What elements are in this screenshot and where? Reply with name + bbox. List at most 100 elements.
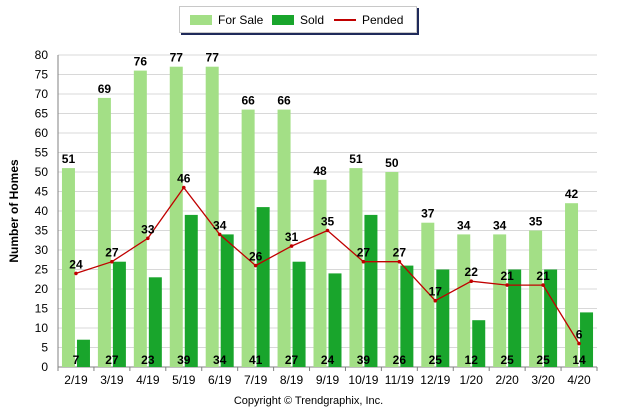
bar-sold-9-19 — [328, 273, 342, 367]
pended-point-4-19 — [146, 236, 150, 241]
x-tick-label-12-19: 12/19 — [420, 373, 450, 387]
bar-for-sale-12-19 — [421, 222, 435, 367]
bar-sold-6-19 — [220, 234, 234, 367]
x-tick-label-9-19: 9/19 — [316, 373, 340, 387]
label-pended-6-19: 34 — [213, 218, 227, 232]
label-pended-1-20: 22 — [465, 265, 479, 279]
y-tick-label-50: 50 — [35, 165, 49, 179]
bar-for-sale-11-19 — [385, 172, 399, 367]
pended-point-3-20 — [541, 283, 545, 287]
bar-sold-4-20 — [580, 312, 594, 367]
label-pended-9-19: 35 — [321, 215, 335, 229]
legend-item-sold: Sold — [272, 7, 324, 32]
label-sold-1-20: 12 — [465, 353, 479, 367]
y-tick-label-40: 40 — [35, 204, 49, 218]
label-for-sale-7-19: 66 — [241, 94, 255, 108]
label-pended-4-19: 33 — [141, 222, 155, 236]
pended-point-9-19 — [325, 228, 330, 233]
bar-sold-7-19 — [256, 207, 270, 367]
pended-point-1-20 — [469, 279, 474, 284]
y-tick-label-75: 75 — [35, 68, 49, 82]
bar-for-sale-1-20 — [457, 234, 471, 367]
y-tick-label-10: 10 — [35, 321, 49, 335]
bar-sold-5-19 — [184, 214, 198, 367]
label-for-sale-2-19: 51 — [62, 152, 76, 166]
legend: For Sale Sold Pended — [179, 6, 417, 33]
label-for-sale-3-19: 69 — [98, 82, 112, 96]
legend-item-for-sale: For Sale — [190, 7, 263, 32]
y-tick-label-30: 30 — [35, 243, 49, 257]
pended-point-2-20 — [505, 283, 509, 287]
label-sold-2-19: 7 — [73, 353, 80, 367]
label-pended-7-19: 26 — [249, 250, 263, 264]
label-sold-6-19: 34 — [213, 353, 227, 367]
pended-point-3-19 — [110, 259, 114, 264]
bar-sold-2-20 — [508, 269, 522, 367]
label-pended-10-19: 27 — [357, 246, 371, 260]
label-pended-5-19: 46 — [177, 172, 191, 186]
bar-sold-8-19 — [292, 261, 306, 367]
x-tick-label-3-20: 3/20 — [531, 373, 555, 387]
bar-sold-4-19 — [148, 277, 162, 367]
bar-sold-3-19 — [112, 261, 126, 367]
label-sold-5-19: 39 — [177, 353, 191, 367]
y-tick-label-55: 55 — [35, 146, 49, 160]
y-tick-label-5: 5 — [41, 341, 48, 355]
bar-for-sale-6-19 — [205, 66, 219, 367]
pended-point-5-19 — [181, 185, 186, 190]
label-for-sale-8-19: 66 — [277, 94, 291, 108]
label-for-sale-4-19: 76 — [134, 55, 148, 69]
bar-sold-12-19 — [436, 269, 450, 367]
label-for-sale-4-20: 42 — [565, 187, 579, 201]
label-pended-3-19: 27 — [105, 246, 119, 260]
legend-swatch-for-sale — [190, 14, 212, 25]
label-sold-9-19: 24 — [321, 353, 335, 367]
x-tick-label-10-19: 10/19 — [348, 373, 378, 387]
bar-for-sale-2-19 — [61, 168, 75, 367]
x-tick-label-4-20: 4/20 — [567, 373, 591, 387]
pended-point-4-20 — [577, 341, 581, 346]
y-tick-label-0: 0 — [41, 360, 48, 374]
x-tick-label-5-19: 5/19 — [172, 373, 196, 387]
bar-sold-11-19 — [400, 265, 414, 367]
label-sold-8-19: 27 — [285, 353, 299, 367]
pended-point-8-19 — [289, 244, 294, 248]
x-tick-label-1-20: 1/20 — [460, 373, 484, 387]
label-sold-4-20: 14 — [572, 353, 586, 367]
x-tick-label-11-19: 11/19 — [385, 373, 414, 387]
legend-label-pended: Pended — [362, 12, 404, 27]
bar-for-sale-5-19 — [169, 66, 183, 367]
y-tick-label-25: 25 — [35, 263, 49, 277]
bar-for-sale-4-19 — [133, 70, 147, 367]
label-sold-3-20: 25 — [536, 353, 550, 367]
y-tick-label-70: 70 — [35, 87, 49, 101]
label-sold-2-20: 25 — [500, 353, 514, 367]
label-pended-2-20: 21 — [500, 269, 514, 283]
label-sold-7-19: 41 — [249, 353, 263, 367]
x-tick-label-8-19: 8/19 — [280, 373, 304, 387]
bar-sold-2-19 — [76, 339, 90, 367]
label-pended-11-19: 27 — [393, 246, 407, 260]
label-for-sale-1-20: 34 — [457, 218, 471, 232]
legend-item-pended: Pended — [334, 7, 403, 32]
label-sold-11-19: 26 — [393, 353, 407, 367]
bar-for-sale-10-19 — [349, 168, 363, 367]
label-for-sale-5-19: 77 — [170, 51, 184, 65]
x-tick-label-3-19: 3/19 — [100, 373, 124, 387]
y-tick-label-35: 35 — [35, 224, 49, 238]
label-for-sale-6-19: 77 — [206, 51, 220, 65]
pended-point-12-19 — [433, 298, 438, 303]
bar-sold-3-20 — [544, 269, 558, 367]
x-tick-label-2-19: 2/19 — [64, 373, 88, 387]
label-sold-3-19: 27 — [105, 353, 119, 367]
label-sold-12-19: 25 — [429, 353, 443, 367]
label-pended-3-20: 21 — [536, 269, 550, 283]
label-pended-8-19: 31 — [285, 230, 299, 244]
x-tick-label-4-19: 4/19 — [136, 373, 160, 387]
bar-sold-10-19 — [364, 214, 378, 367]
bar-sold-1-20 — [472, 320, 486, 367]
pended-point-11-19 — [397, 259, 402, 264]
label-pended-12-19: 17 — [429, 285, 443, 299]
bar-for-sale-3-20 — [529, 230, 543, 367]
